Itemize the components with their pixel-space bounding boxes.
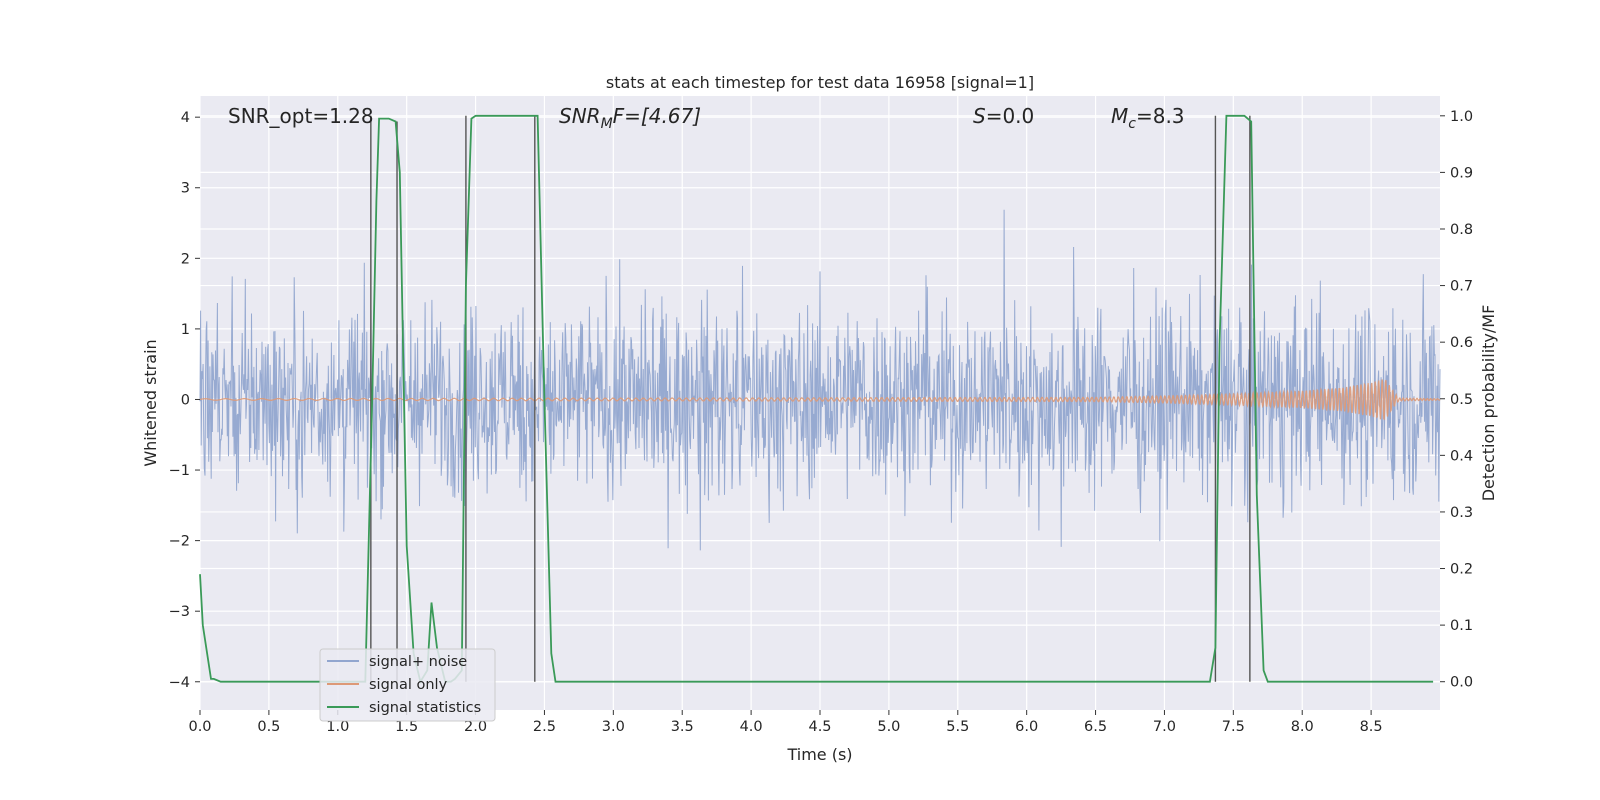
x-tick-label: 8.5 [1360, 719, 1383, 735]
y-tick-label-right: 0.0 [1450, 675, 1473, 691]
annotation-snr-mf-tail: F=[4.67] [613, 104, 701, 128]
y-axis-label-left: Whitened strain [141, 339, 160, 466]
x-tick-label: 5.5 [946, 719, 969, 735]
x-tick-label: 4.5 [808, 719, 831, 735]
legend-label-signal-noise: signal+ noise [369, 654, 467, 670]
x-tick-label: 3.5 [671, 719, 694, 735]
annotation-snr-mf: SNRMF=[4.67] [559, 104, 701, 132]
x-tick-label: 0.0 [188, 719, 211, 735]
y-tick-label-left: 2 [181, 251, 190, 267]
y-ticks-right: 0.0 0.1 0.2 0.3 0.4 0.5 0.6 0.7 0.8 0.9 1.0 [1440, 109, 1473, 691]
series-signal-only [199, 379, 1441, 421]
y-axis-label-right: Detection probability/MF [1479, 305, 1498, 502]
y-tick-label-left: 1 [181, 322, 190, 338]
annotation-mc-tail: =8.3 [1136, 104, 1185, 128]
y-tick-label-left: 3 [181, 181, 190, 197]
signal-noise-line [199, 209, 1441, 551]
x-tick-label: 6.0 [1015, 719, 1038, 735]
annotation-s-tail: =0.0 [986, 104, 1035, 128]
annotation-s: S=0.0 [973, 104, 1034, 128]
y-tick-label-right: 0.7 [1450, 279, 1473, 295]
x-ticks: 0.0 0.5 1.0 1.5 2.0 2.5 3.0 3.5 4.0 4.5 5.0 5.5 6.0 6… [188, 710, 1383, 735]
x-tick-label: 7.5 [1222, 719, 1245, 735]
annotation-mc-main: M [1111, 104, 1128, 128]
legend-label-signal-statistics: signal statistics [369, 700, 481, 716]
annotation-snr-mf-main: SNR [559, 104, 601, 128]
y-tick-label-right: 0.6 [1450, 335, 1473, 351]
y-tick-label-left: 0 [181, 392, 190, 408]
x-tick-label: 2.0 [464, 719, 487, 735]
x-tick-label: 1.0 [326, 719, 349, 735]
x-tick-label: 1.5 [395, 719, 418, 735]
y-tick-label-right: 0.8 [1450, 222, 1473, 238]
y-tick-label-right: 0.2 [1450, 562, 1473, 578]
y-tick-label-right: 0.5 [1450, 392, 1473, 408]
signal-only-line [199, 379, 1441, 421]
x-tick-label: 4.0 [740, 719, 763, 735]
annotation-snr-opt: SNR_opt=1.28 [228, 104, 374, 128]
legend-label-signal-only: signal only [369, 677, 448, 693]
y-tick-label-left: −4 [169, 675, 190, 691]
legend: signal+ noise signal only signal statist… [319, 648, 496, 722]
x-tick-label: 6.5 [1084, 719, 1107, 735]
legend-box [319, 648, 496, 722]
y-tick-label-left: −1 [169, 463, 190, 479]
x-tick-label: 7.0 [1153, 719, 1176, 735]
annotation-s-main: S [973, 104, 986, 128]
annotation-mc: Mc=8.3 [1111, 104, 1185, 132]
x-tick-label: 5.0 [877, 719, 900, 735]
y-tick-label-right: 0.1 [1450, 618, 1473, 634]
x-tick-label: 3.0 [602, 719, 625, 735]
y-tick-label-right: 1.0 [1450, 109, 1473, 125]
series-signal-noise [199, 209, 1441, 551]
y-tick-label-left: −2 [169, 534, 190, 550]
y-tick-label-left: −3 [169, 604, 190, 620]
y-tick-label-right: 0.3 [1450, 505, 1473, 521]
x-tick-label: 0.5 [257, 719, 280, 735]
y-tick-label-left: 4 [181, 110, 190, 126]
y-ticks-left: −4 −3 −2 −1 0 1 2 3 4 [169, 110, 200, 691]
annotation-snr-mf-sub: M [601, 116, 613, 132]
annotation-mc-sub: c [1128, 116, 1136, 132]
x-tick-label: 2.5 [533, 719, 556, 735]
x-axis-label: Time (s) [786, 745, 852, 764]
y-tick-label-right: 0.4 [1450, 448, 1473, 464]
x-tick-label: 8.0 [1291, 719, 1314, 735]
chart-title: stats at each timestep for test data 169… [606, 73, 1034, 92]
y-tick-label-right: 0.9 [1450, 165, 1473, 181]
